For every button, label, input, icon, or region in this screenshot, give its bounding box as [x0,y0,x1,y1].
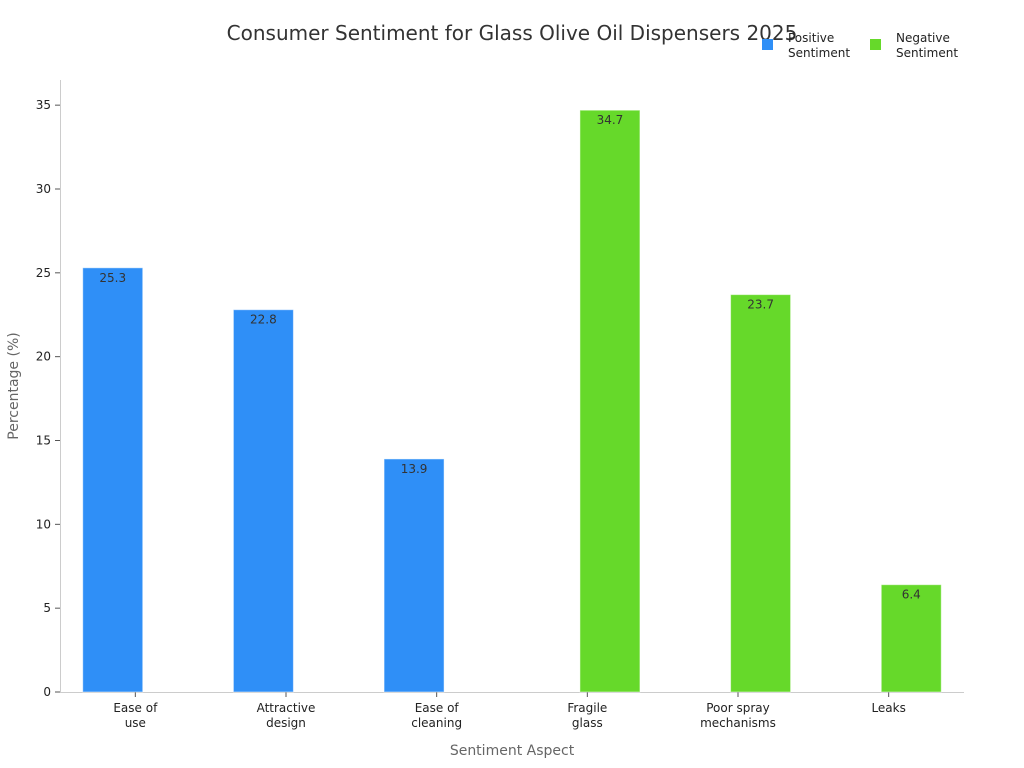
legend-label: Negative Sentiment [896,31,958,60]
y-tick-label: 35 [36,98,51,112]
legend-swatch [762,39,773,50]
bar [383,458,445,693]
x-tick-label-line: use [125,716,146,730]
chart-title: Consumer Sentiment for Glass Olive Oil D… [227,21,798,45]
bar [232,309,294,693]
y-tick-label: 30 [36,182,51,196]
y-tick-label: 25 [36,266,51,280]
x-tick-label: Ease of use [113,701,158,730]
y-axis-title: Percentage (%) [6,332,22,439]
x-tick-label-line: glass [572,716,603,730]
y-tick-label: 10 [36,517,51,531]
data-label: 23.7 [747,298,774,312]
x-tick-label-line: mechanisms [700,716,776,730]
legend-label-line: Negative [896,31,950,45]
bar [579,109,641,693]
x-tick-label: Poor spray mechanisms [700,701,776,730]
x-tick-label: Ease of cleaning [411,701,462,730]
x-tick-label: Attractive design [257,701,316,730]
bar [730,294,792,693]
y-tick-label: 0 [43,685,51,699]
bars [82,109,942,693]
data-label: 25.3 [99,271,126,285]
x-tick-label-line: cleaning [411,716,462,730]
bar [880,584,942,693]
x-tick-label-line: Ease of [113,701,158,715]
x-tick-label-line: Ease of [415,701,460,715]
y-tick-label: 5 [43,601,51,615]
legend-swatch [870,39,881,50]
legend-label: Positive Sentiment [788,31,850,60]
x-tick-label-line: Fragile [567,701,607,715]
x-tick-label-line: Attractive [257,701,316,715]
x-tick-label: Fragile glass [567,701,607,730]
y-tick-label: 15 [36,433,51,447]
legend-label-line: Positive [788,31,834,45]
x-tick-label-line: design [266,716,306,730]
data-label: 34.7 [597,113,624,127]
data-label: 22.8 [250,313,277,327]
legend-label-line: Sentiment [896,46,958,60]
x-tick-label-line: Poor spray [706,701,770,715]
x-tick-label: Leaks [871,701,905,715]
legend-label-line: Sentiment [788,46,850,60]
data-label: 6.4 [902,588,921,602]
data-labels: 25.3 22.8 13.9 34.7 23.7 6.4 [99,113,920,602]
y-tick-label: 20 [36,350,51,364]
bar [82,267,144,693]
x-tick-label-line: Leaks [871,701,905,715]
data-label: 13.9 [401,462,428,476]
x-axis-title: Sentiment Aspect [450,743,575,759]
y-axis: 0 5 10 15 20 25 30 35 [36,80,61,699]
